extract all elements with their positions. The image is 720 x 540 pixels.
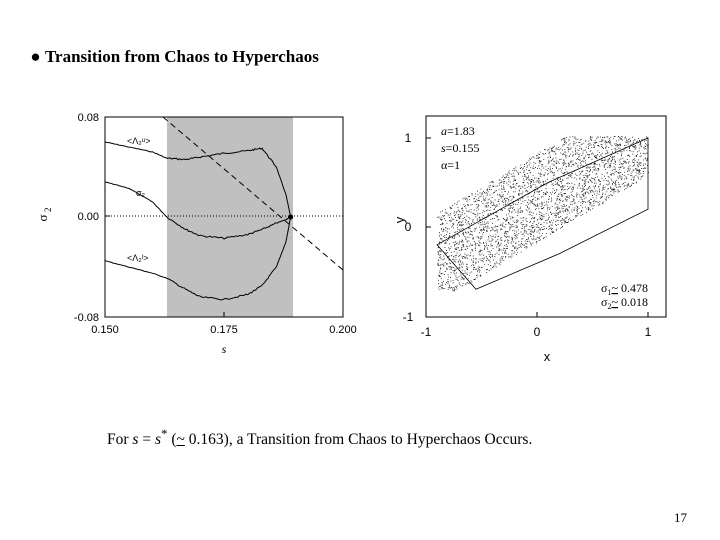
slide-title: ● Transition from Chaos to Hyperchaos	[30, 47, 319, 67]
attractor-scatter	[436, 135, 649, 292]
exponent-1: σ1~ 0.478	[601, 281, 648, 297]
left-curves	[104, 141, 294, 301]
caption: For s = s* (~ 0.163), a Transition from …	[107, 426, 532, 449]
caption-paren: (	[167, 431, 177, 449]
attractor-outline	[436, 137, 649, 290]
right-y-axis-label: y	[392, 216, 407, 223]
r-x-tick-label-m1: -1	[421, 325, 432, 339]
shaded-hyperchaos-region	[167, 117, 293, 317]
r-y-tick-label-0: 0	[405, 220, 412, 234]
x-tick-label-1: 0.150	[91, 324, 119, 336]
curve-label-upper: <Λ₂ᵘ>	[127, 136, 150, 146]
caption-approx: ~	[176, 431, 185, 449]
r-y-tick-label-1: 1	[405, 131, 412, 145]
caption-star: *	[161, 426, 168, 441]
x-tick-label-2: 0.175	[210, 324, 238, 336]
param-s: s=0.155	[441, 141, 479, 155]
left-y-axis-label: σ 2	[35, 208, 53, 222]
page-number: 17	[674, 510, 687, 525]
y-tick-label-top: 0.08	[78, 112, 99, 124]
right-x-axis-label: x	[544, 349, 551, 364]
exponents-annotation: σ1~ 0.478 σ2~ 0.018	[601, 281, 648, 311]
y-tick-label-bottom: -0.08	[74, 312, 99, 324]
curve-label-lower: <Λ₂ˡ>	[127, 253, 148, 263]
series-line-1	[104, 181, 291, 240]
curve-label-middle: σ₂	[136, 188, 146, 198]
x-tick-label-3: 0.200	[329, 324, 357, 336]
attractor-points	[437, 135, 649, 292]
params-annotation: a=1.83 s=0.155 α=1	[441, 124, 479, 172]
series-line-2	[104, 216, 292, 301]
crossing-point	[288, 214, 294, 220]
param-a: a=1.83	[441, 124, 475, 138]
r-y-tick-label-m1: -1	[403, 310, 414, 324]
caption-prefix: For	[107, 431, 133, 449]
r-x-tick-label-0: 0	[534, 325, 541, 339]
right-plot-frame	[425, 115, 667, 318]
y-axis-label-sub: 2	[43, 208, 53, 213]
caption-eq: =	[138, 431, 155, 449]
caption-value: 0.163), a Transition from Chaos to Hyper…	[184, 431, 533, 449]
bullet-icon: ●	[30, 47, 41, 66]
caption-s: s	[132, 431, 139, 449]
caption-s-star: s	[154, 431, 162, 449]
param-alpha: α=1	[441, 158, 460, 172]
exponent-2: σ2~ 0.018	[601, 295, 648, 311]
r-x-tick-label-1: 1	[645, 325, 652, 339]
y-axis-label-sigma: σ	[35, 214, 50, 221]
slide-title-text: Transition from Chaos to Hyperchaos	[44, 47, 319, 66]
y-tick-label-mid: 0.00	[78, 211, 99, 223]
left-x-axis-label: s	[222, 342, 227, 356]
series-line-0	[104, 141, 292, 218]
